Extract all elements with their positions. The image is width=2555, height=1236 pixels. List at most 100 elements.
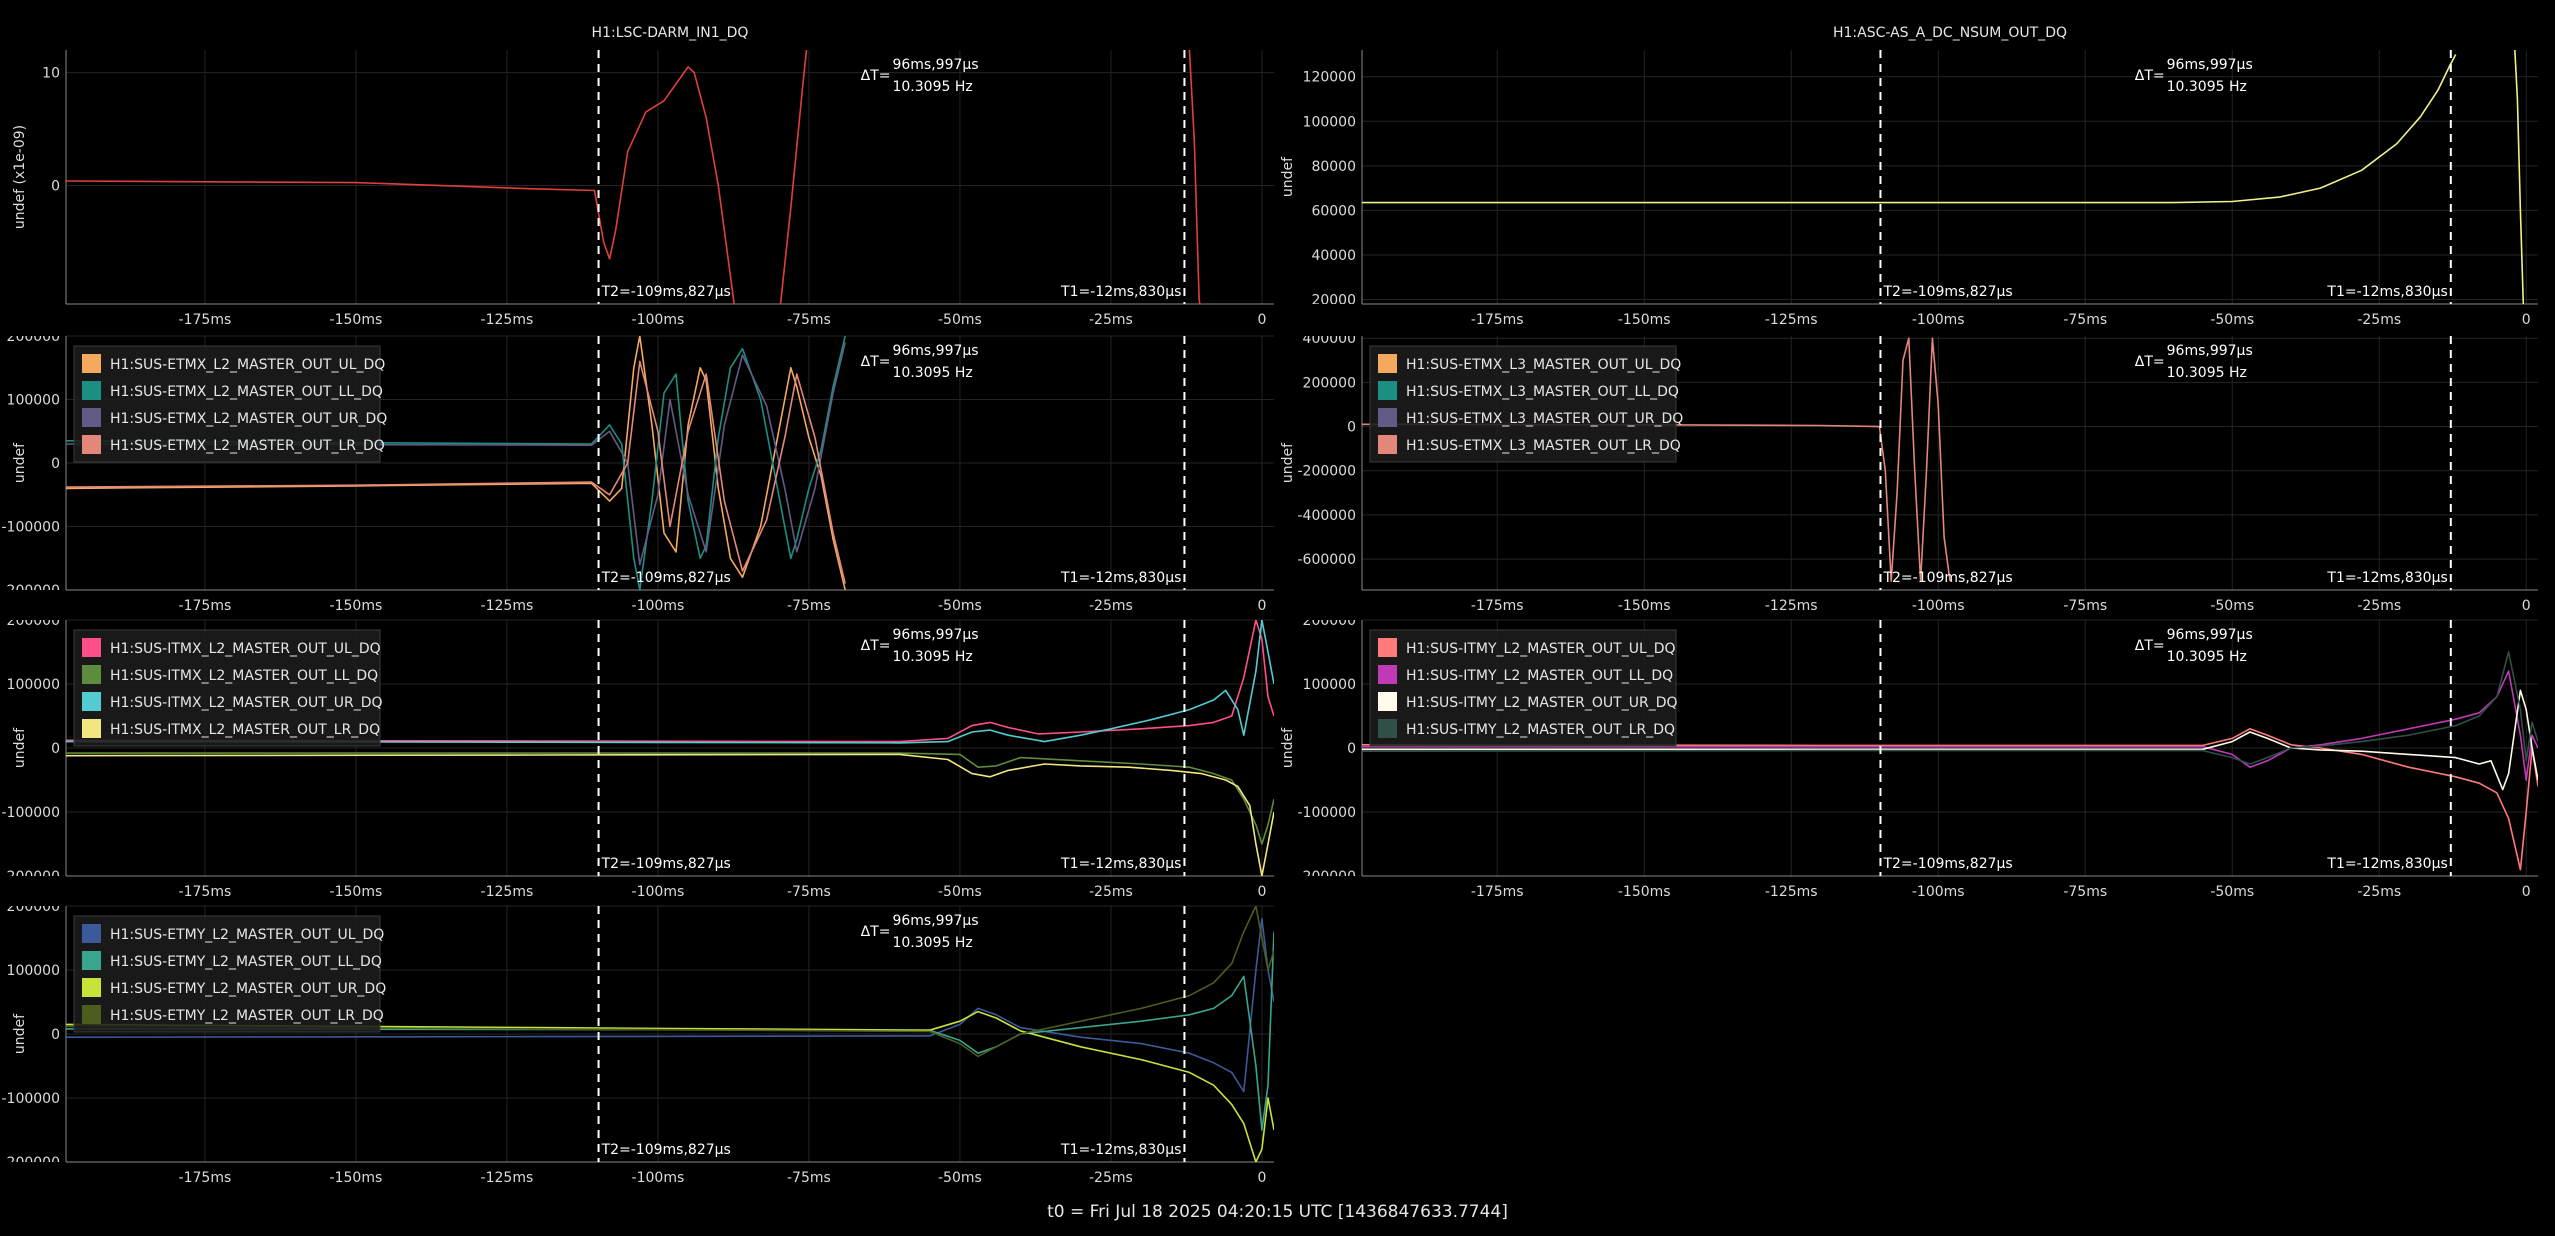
traces: [1362, 651, 2538, 871]
cursor-t1-label: T1=-12ms,830µs: [2326, 284, 2447, 300]
delta-t-value: 96ms,997µs: [2167, 627, 2253, 643]
series-line: [66, 753, 1274, 876]
cursor-t2-label: T2=-109ms,827µs: [601, 284, 731, 300]
legend-label: H1:SUS-ETMX_L3_MASTER_OUT_LL_DQ: [1406, 384, 1679, 400]
x-tick-label: -25ms: [2357, 312, 2401, 328]
panel-2: -175ms -150ms -125ms -100ms -75ms -50ms -25ms 0…: [1280, 25, 2538, 328]
legend-swatch: [82, 719, 101, 738]
y-tick-label: 40000: [1311, 248, 1356, 264]
y-tick-label: -100000: [2, 520, 61, 536]
legend-label: H1:SUS-ETMX_L3_MASTER_OUT_UR_DQ: [1406, 411, 1683, 427]
series-line: [66, 1010, 1274, 1162]
legend-swatch: [82, 408, 101, 427]
legend-label: H1:SUS-ETMY_L2_MASTER_OUT_UR_DQ: [110, 981, 386, 997]
x-tick-label: -75ms: [2063, 598, 2107, 614]
y-tick-label: 100000: [1303, 677, 1356, 693]
y-axis-label: undef (x1e-09): [12, 125, 28, 229]
series-line: [66, 342, 846, 566]
delta-t-prefix: ΔT=: [861, 68, 891, 84]
x-tick-label: 0: [2522, 312, 2531, 328]
x-tick-label: 0: [2522, 598, 2531, 614]
legend-swatch: [1378, 719, 1397, 738]
x-tick-label: -100ms: [632, 1170, 685, 1186]
legend-swatch: [82, 951, 101, 970]
legend-box: [1369, 629, 1677, 747]
legend-box: [1369, 345, 1677, 463]
x-tick-label: 0: [1257, 1170, 1266, 1186]
x-tick-label: -175ms: [179, 312, 232, 328]
series-line: [66, 336, 846, 590]
series-line: [1362, 651, 2538, 765]
legend-label: H1:SUS-ETMY_L2_MASTER_OUT_LL_DQ: [110, 954, 382, 970]
y-tick-label: 100000: [7, 963, 60, 979]
series-line: [2514, 50, 2525, 304]
x-tick-label: -100ms: [1912, 598, 1965, 614]
x-tick-label: -25ms: [1089, 1170, 1133, 1186]
y-axis-label: undef: [12, 442, 28, 483]
legend-label: H1:SUS-ITMX_L2_MASTER_OUT_LL_DQ: [110, 668, 378, 684]
traces: [66, 620, 1274, 876]
legend-label: H1:SUS-ETMX_L2_MASTER_OUT_LL_DQ: [110, 384, 383, 400]
y-tick-label: 200000: [1303, 375, 1356, 391]
legend-label: H1:SUS-ETMY_L2_MASTER_OUT_UL_DQ: [110, 927, 384, 943]
x-tick-label: 0: [2522, 884, 2531, 900]
delta-t-prefix: ΔT=: [861, 924, 891, 940]
legend-label: H1:SUS-ITMY_L2_MASTER_OUT_LL_DQ: [1406, 668, 1673, 684]
x-tick-label: -125ms: [481, 312, 534, 328]
y-tick-label: -100000: [1298, 805, 1357, 821]
x-tick-label: 0: [1257, 312, 1266, 328]
y-tick-label: -100000: [2, 1091, 61, 1107]
x-tick-label: -150ms: [1618, 598, 1671, 614]
legend-label: H1:SUS-ETMY_L2_MASTER_OUT_LR_DQ: [110, 1008, 384, 1024]
series-line: [66, 906, 1274, 1058]
series-line: [66, 918, 1274, 1093]
y-tick-label: -200000: [1298, 464, 1357, 480]
x-tick-label: -125ms: [481, 884, 534, 900]
y-axis-label: undef: [1280, 156, 1296, 197]
y-tick-label: -400000: [1298, 508, 1357, 524]
x-tick-label: -50ms: [938, 312, 982, 328]
legend-swatch: [1378, 665, 1397, 684]
series-line: [66, 360, 846, 584]
y-tick-label: 0: [51, 741, 60, 757]
time-origin-label: t0 = Fri Jul 18 2025 04:20:15 UTC [14368…: [1047, 1202, 1508, 1222]
y-tick-label: 100000: [7, 393, 60, 409]
x-tick-label: -150ms: [1618, 884, 1671, 900]
delta-t-value: 96ms,997µs: [892, 343, 978, 359]
x-tick-label: -25ms: [2357, 598, 2401, 614]
legend-swatch: [1378, 408, 1397, 427]
cursor-t1-label: T1=-12ms,830µs: [1060, 856, 1181, 872]
x-tick-label: -75ms: [787, 884, 831, 900]
panel-5: -175ms -150ms -125ms -100ms -75ms -50ms -25ms 0…: [2, 613, 1274, 900]
y-tick-label: -600000: [1298, 552, 1357, 568]
traces: [66, 50, 1201, 304]
cursor-t2-label: T2=-109ms,827µs: [1882, 284, 2012, 300]
x-tick-label: -125ms: [481, 598, 534, 614]
y-axis-label: undef: [1280, 727, 1296, 768]
legend-label: H1:SUS-ITMY_L2_MASTER_OUT_UR_DQ: [1406, 695, 1678, 711]
delta-t-value: 96ms,997µs: [2167, 343, 2253, 359]
y-tick-label: 0: [1347, 420, 1356, 436]
y-tick-labels: 400000 200000 0 -200000 -400000 -600000: [1298, 336, 1357, 568]
panel-1: -175ms -150ms -125ms -100ms -75ms -50ms -25ms 0…: [12, 25, 1274, 328]
series-line: [66, 66, 735, 304]
cursor-t2-label: T2=-109ms,827µs: [601, 570, 731, 586]
y-tick-label: 0: [1347, 741, 1356, 757]
traces: [66, 906, 1274, 1162]
x-tick-label: -100ms: [1912, 884, 1965, 900]
legend-swatch: [82, 638, 101, 657]
x-tick-label: -150ms: [330, 312, 383, 328]
delta-t-prefix: ΔT=: [2135, 638, 2165, 654]
x-tick-label: -125ms: [1765, 598, 1818, 614]
x-tick-label: -50ms: [938, 598, 982, 614]
x-tick-label: 0: [1257, 884, 1266, 900]
traces: [66, 336, 846, 590]
panel-title: H1:LSC-DARM_IN1_DQ: [592, 25, 749, 41]
y-tick-labels: 200000 100000 0 -100000 -200000: [1298, 620, 1357, 876]
cursor-t2-label: T2=-109ms,827µs: [601, 856, 731, 872]
cursor-t1-label: T1=-12ms,830µs: [2326, 570, 2447, 586]
y-tick-label: 200000: [7, 613, 60, 629]
legend-label: H1:SUS-ITMY_L2_MASTER_OUT_UL_DQ: [1406, 641, 1676, 657]
x-tick-label: -25ms: [2357, 884, 2401, 900]
cursor-t1-label: T1=-12ms,830µs: [1060, 1142, 1181, 1158]
